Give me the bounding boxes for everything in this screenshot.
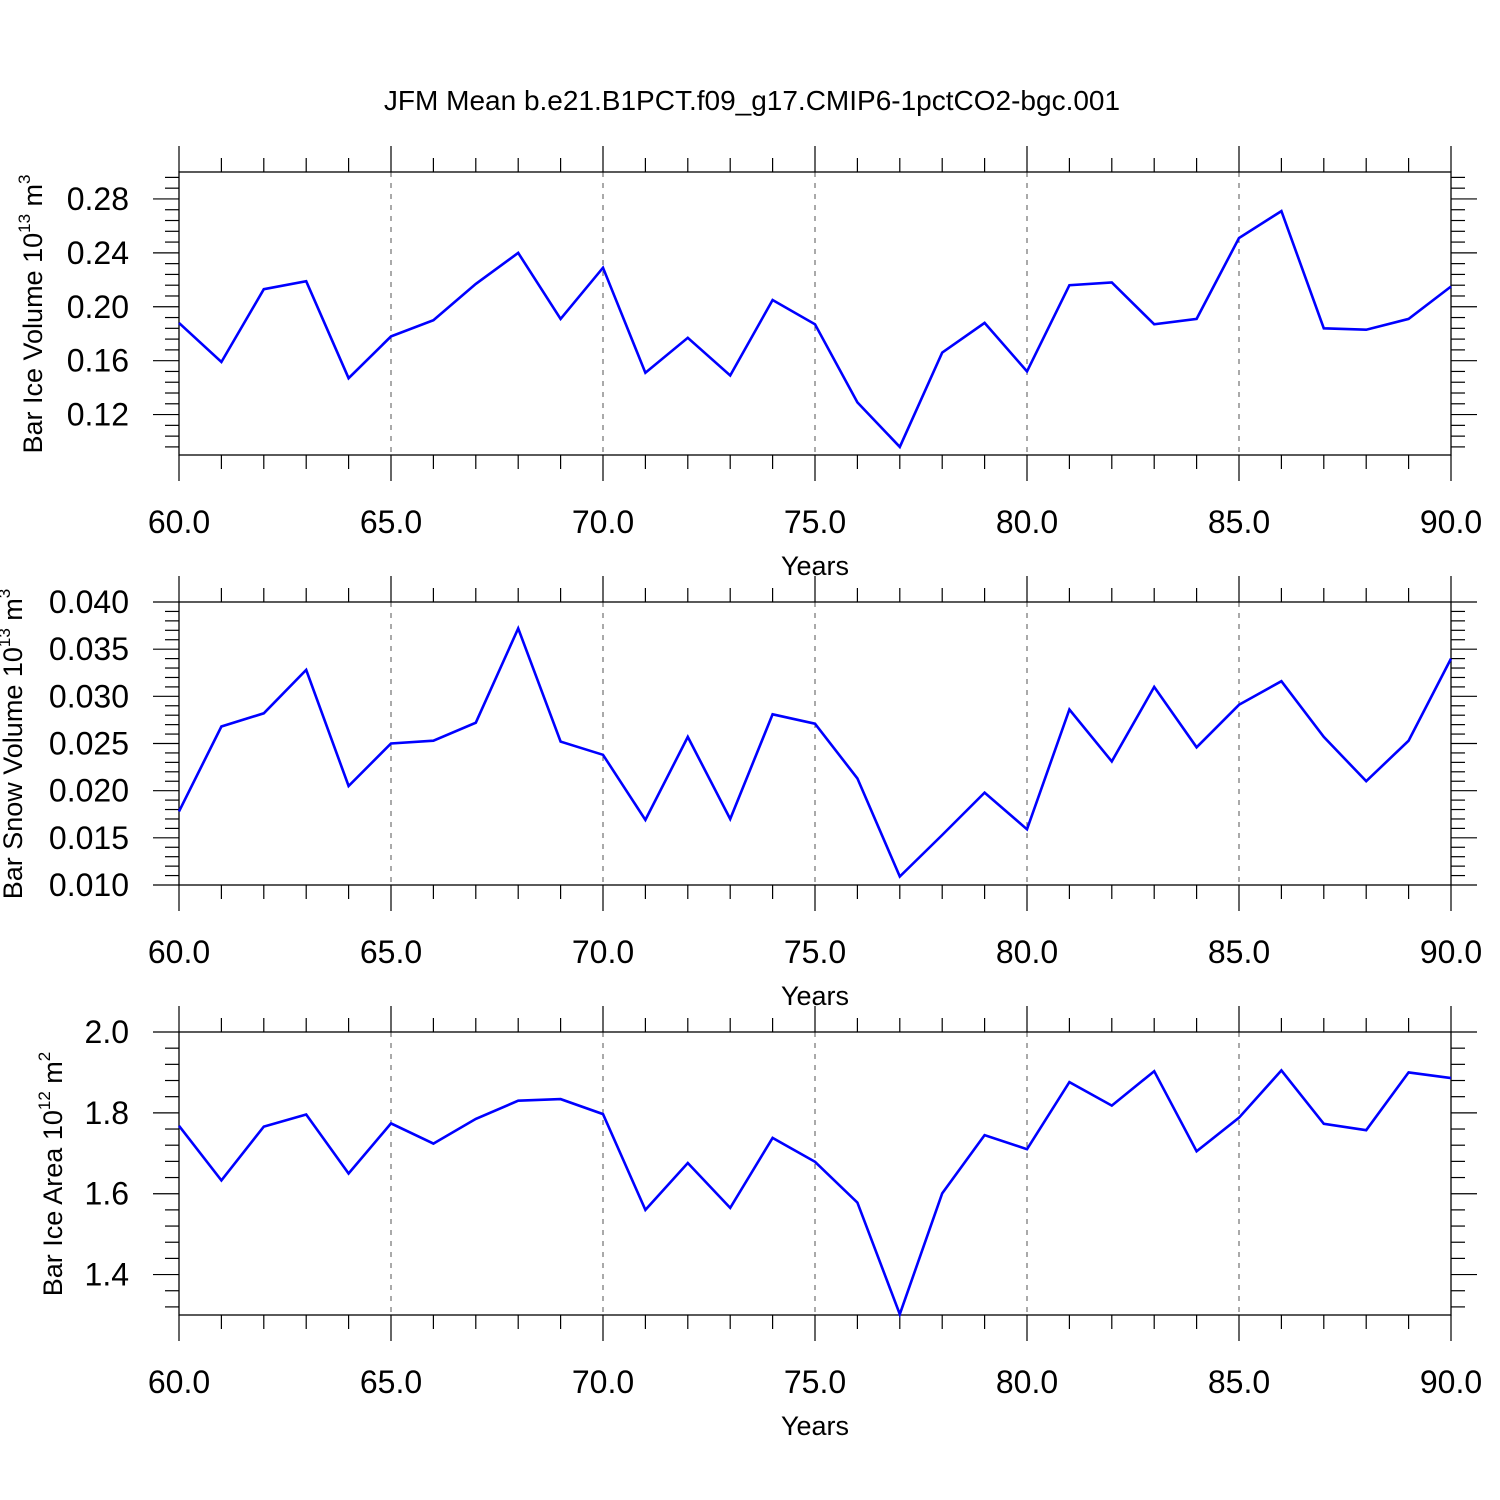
x-tick-label: 75.0	[784, 934, 846, 970]
y-tick-label: 0.020	[49, 773, 129, 809]
y-tick-label: 0.24	[67, 235, 129, 271]
y-axis-title-unit: m	[0, 598, 28, 621]
y-tick-label: 0.28	[67, 181, 129, 217]
x-tick-label: 90.0	[1420, 1364, 1482, 1400]
y-axis-title-unit-exponent: 2	[35, 1052, 54, 1061]
y-tick-label: 0.010	[49, 867, 129, 903]
x-tick-label: 70.0	[572, 934, 634, 970]
y-axis-title: Bar Snow Volume 1013 m3	[0, 589, 28, 900]
y-axis-title-text: Bar Snow Volume 10	[0, 647, 28, 899]
series-line	[177, 1068, 1452, 1318]
y-axis-title-exponent: 13	[0, 628, 14, 647]
x-tick-label: 90.0	[1420, 934, 1482, 970]
plot-frame	[178, 601, 1452, 886]
series-line	[178, 209, 1452, 450]
x-tick-label: 65.0	[360, 504, 422, 540]
panel-ice-area: Years Bar Ice Area 1012 m2 60.0 65.0 70.0 7…	[35, 1006, 1482, 1441]
plot-frame	[178, 1031, 1452, 1316]
x-axis-title: Years	[781, 1411, 849, 1441]
y-axis-title-spacer	[0, 621, 28, 629]
x-tick-label: 65.0	[360, 934, 422, 970]
y-tick-label: 0.16	[67, 343, 129, 379]
y-tick-label: 1.8	[85, 1095, 129, 1131]
x-tick-label: 85.0	[1208, 934, 1270, 970]
panel-snow-volume: Years Bar Snow Volume 1013 m3 60.065.070…	[0, 576, 1482, 1011]
y-axis-title: Bar Ice Area 1012 m2	[35, 1052, 68, 1297]
y-axis-title-exponent: 13	[15, 214, 34, 233]
x-tick-label: 70.0	[572, 1364, 634, 1400]
x-tick-label: 65.0	[360, 1364, 422, 1400]
x-tick-label: 70.0	[572, 504, 634, 540]
series-line	[177, 624, 1453, 879]
x-tick-label: 80.0	[996, 934, 1058, 970]
y-axis-title-unit: m	[18, 184, 48, 207]
x-tick-label: 60.0	[148, 934, 210, 970]
x-tick-label: 60.0	[148, 504, 210, 540]
y-axis-title-text: Bar Ice Area 10	[38, 1110, 68, 1296]
x-tick-label: 60.0	[148, 1364, 210, 1400]
x-tick-label: 80.0	[996, 1364, 1058, 1400]
x-tick-label: 85.0	[1208, 1364, 1270, 1400]
x-tick-label: 75.0	[784, 504, 846, 540]
y-tick-label: 1.6	[85, 1176, 129, 1212]
y-tick-label: 0.035	[49, 631, 129, 667]
y-tick-label: 0.040	[49, 584, 129, 620]
y-tick-label: 0.025	[49, 726, 129, 762]
y-tick-label: 1.4	[85, 1257, 129, 1293]
y-axis-title-spacer	[18, 206, 48, 214]
y-tick-label: 0.015	[49, 820, 129, 856]
y-axis-title-unit-exponent: 3	[0, 589, 14, 598]
y-axis-title-spacer	[38, 1084, 68, 1092]
y-tick-label: 0.20	[67, 289, 129, 325]
y-axis-title-unit: m	[38, 1061, 68, 1084]
chart-title: JFM Mean b.e21.B1PCT.f09_g17.CMIP6-1pctC…	[384, 85, 1120, 116]
y-tick-label: 0.12	[67, 397, 129, 433]
y-axis-title-text: Bar Ice Volume 10	[18, 233, 48, 454]
y-axis-title-exponent: 12	[35, 1091, 54, 1110]
x-tick-label: 85.0	[1208, 504, 1270, 540]
x-tick-label: 80.0	[996, 504, 1058, 540]
plot-frame	[178, 171, 1452, 456]
x-tick-label: 90.0	[1420, 504, 1482, 540]
y-tick-label: 2.0	[85, 1014, 129, 1050]
panel-ice-volume: Years Bar Ice Volume 1013 m3 60.0 65.0 70.…	[15, 146, 1482, 581]
y-tick-label: 0.030	[49, 678, 129, 714]
y-axis-title: Bar Ice Volume 1013 m3	[15, 174, 48, 453]
y-axis-title-unit-exponent: 3	[15, 174, 34, 183]
x-tick-label: 75.0	[784, 1364, 846, 1400]
